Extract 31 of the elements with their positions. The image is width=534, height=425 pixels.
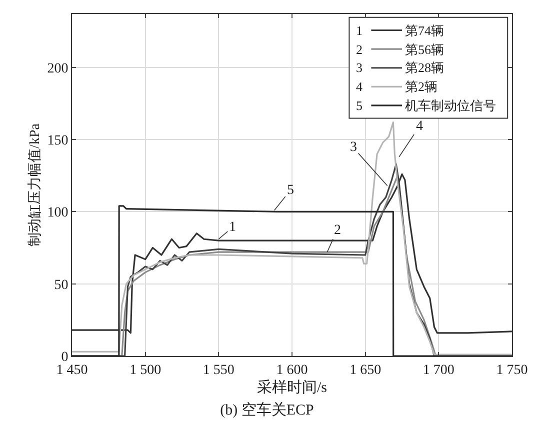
text: 4 (356, 79, 362, 94)
y-tick-label: 100 (47, 206, 68, 221)
annotation: 1 (229, 220, 236, 235)
x-tick-label: 1 500 (130, 362, 162, 378)
text: 5 (356, 98, 362, 113)
y-tick-label: 200 (47, 61, 68, 76)
text: 2 (356, 42, 362, 57)
annotation: 5 (287, 183, 294, 198)
text: 3 (356, 60, 362, 75)
x-axis-title: 采样时间/s (256, 378, 328, 396)
x-tick-label: 1 750 (496, 362, 528, 378)
line-series (72, 121, 512, 356)
text: (b) 空车关ECP (220, 401, 314, 418)
y-tick-label: 0 (61, 350, 68, 365)
x-tick-label: 1 550 (202, 362, 234, 378)
x-tick-label: 1 700 (422, 362, 454, 378)
text: 1 (356, 23, 362, 38)
y-axis-title: 制动缸压力幅值/kPa (26, 122, 43, 246)
x-tick-label: 1 650 (350, 362, 382, 378)
legend-label: 第2辆 (405, 79, 438, 94)
annotation: 4 (416, 119, 423, 134)
legend-label: 第74辆 (405, 23, 444, 38)
annotation: 2 (334, 223, 341, 238)
annotation: 3 (350, 140, 357, 155)
legend-label: 第56辆 (405, 42, 444, 57)
y-tick-label: 50 (54, 278, 68, 293)
legend-label: 第28辆 (405, 60, 444, 75)
x-tick-label: 1 450 (56, 362, 88, 378)
y-tick-label: 150 (47, 133, 68, 148)
x-tick-label: 1 600 (276, 362, 308, 378)
legend-label: 机车制动位信号 (405, 98, 496, 113)
